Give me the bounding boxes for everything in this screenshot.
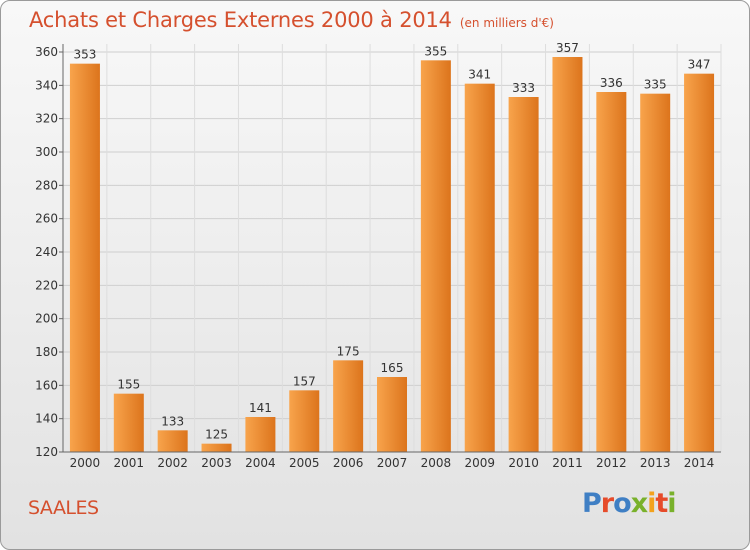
x-tick-label: 2007: [377, 456, 408, 470]
y-tick-label: 120: [35, 445, 58, 459]
logo-letter: t: [655, 488, 668, 519]
y-tick-label: 260: [35, 212, 58, 226]
data-label: 141: [249, 401, 272, 415]
axes: [59, 44, 721, 453]
y-tick-label: 140: [35, 412, 58, 426]
bar: [245, 417, 276, 452]
x-tick-label: 2001: [114, 456, 145, 470]
logo-letter: i: [647, 488, 656, 519]
bar: [157, 430, 188, 452]
data-label: 357: [556, 41, 579, 55]
bar: [684, 73, 715, 453]
x-tick-label: 2005: [289, 456, 320, 470]
bars: [69, 57, 715, 453]
bar: [552, 57, 583, 452]
x-tick-label: 2011: [552, 456, 583, 470]
x-tick-label: 2014: [684, 456, 715, 470]
x-tick-label: 2006: [333, 456, 364, 470]
y-tick-label: 240: [35, 245, 58, 259]
data-label: 347: [688, 58, 711, 72]
x-tick-label: 2002: [157, 456, 188, 470]
data-label: 157: [293, 374, 316, 388]
y-tick-label: 360: [35, 45, 58, 59]
x-tick-label: 2003: [201, 456, 232, 470]
bar: [201, 443, 232, 452]
data-label: 336: [600, 76, 623, 90]
y-tick-label: 280: [35, 178, 58, 192]
data-label: 125: [205, 428, 228, 442]
chart-subtitle: (en milliers d'€): [459, 16, 554, 30]
proxiti-logo: Proxiti: [582, 488, 677, 519]
data-label: 165: [381, 361, 404, 375]
chart-title: Achats et Charges Externes 2000 à 2014 (e…: [29, 8, 554, 32]
bar: [640, 93, 671, 453]
bar: [420, 60, 451, 452]
x-tick-label: 2008: [421, 456, 452, 470]
y-tick-label: 200: [35, 312, 58, 326]
y-tick-label: 340: [35, 78, 58, 92]
data-label: 355: [424, 44, 447, 58]
y-tick-label: 220: [35, 278, 58, 292]
town-name: SAALES: [28, 497, 99, 519]
data-label: 155: [117, 378, 140, 392]
labels: 120 140 160 180 200 220 240 260 280 300 320 340 360 3…: [35, 41, 714, 470]
logo-letter: x: [630, 488, 648, 519]
data-label: 175: [337, 344, 360, 358]
x-tick-label: 2013: [640, 456, 671, 470]
x-tick-label: 2012: [596, 456, 627, 470]
x-tick-label: 2010: [508, 456, 539, 470]
x-tick-label: 2004: [245, 456, 276, 470]
bar: [113, 393, 144, 452]
x-tick-label: 2009: [464, 456, 495, 470]
logo-letter: r: [600, 488, 614, 519]
y-tick-label: 180: [35, 345, 58, 359]
data-label: 133: [161, 414, 184, 428]
data-label: 335: [644, 78, 667, 92]
logo-letter: P: [582, 488, 602, 519]
y-tick-label: 320: [35, 112, 58, 126]
data-label: 333: [512, 81, 535, 95]
bar: [377, 377, 407, 452]
y-tick-label: 300: [35, 145, 58, 159]
data-label: 341: [468, 68, 491, 82]
chart-title-text: Achats et Charges Externes 2000 à 2014: [29, 8, 452, 32]
bar: [333, 360, 364, 452]
x-tick-label: 2000: [70, 456, 101, 470]
logo-letter: i: [667, 488, 676, 519]
bar: [69, 63, 100, 453]
data-label: 353: [73, 48, 96, 62]
bar: [464, 83, 495, 453]
bar: [508, 97, 539, 452]
bar: [289, 390, 320, 452]
bar: [596, 92, 627, 452]
logo-letter: o: [613, 488, 632, 519]
y-tick-label: 160: [35, 378, 58, 392]
